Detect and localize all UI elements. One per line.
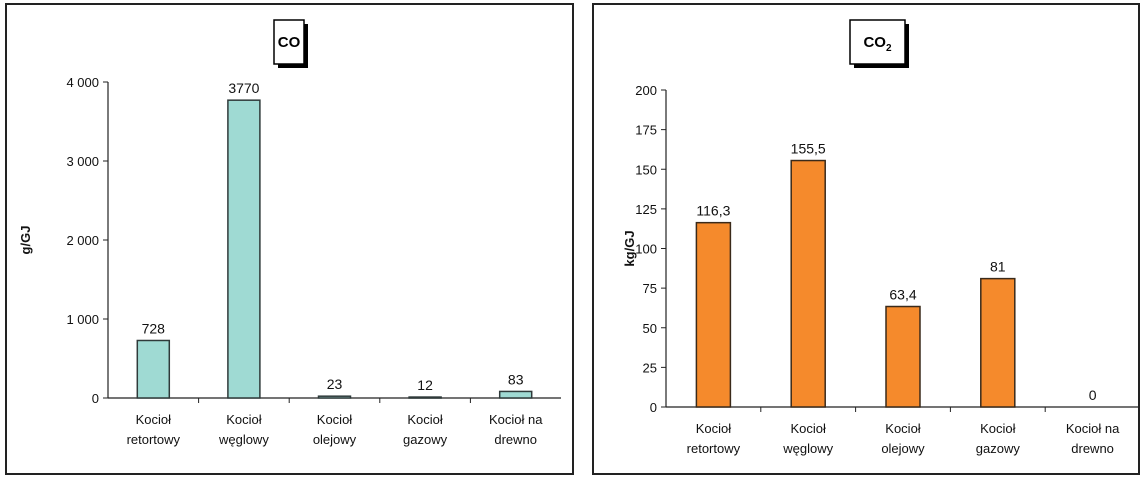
data-label: 81 xyxy=(990,259,1006,275)
y-tick-label: 4 000 xyxy=(66,75,99,90)
bar xyxy=(228,100,260,398)
chart-title: CO xyxy=(278,34,301,51)
y-tick-label: 0 xyxy=(92,391,99,406)
bar xyxy=(696,223,730,407)
category-label: Kocioł xyxy=(407,412,443,427)
bar xyxy=(319,396,351,398)
bar xyxy=(886,307,920,407)
y-tick-label: 0 xyxy=(650,400,657,415)
data-label: 83 xyxy=(508,371,524,387)
y-tick-label: 3 000 xyxy=(66,154,99,169)
chart-1: CO 0 1 000 2 000 3 000 4 000 g/GJ 728 Kocioł reto… xyxy=(6,4,573,474)
chart-2: CO20255075100125150175200kg/GJ116,3Kocio… xyxy=(593,4,1140,474)
y-tick-label: 75 xyxy=(643,281,657,296)
y-tick-label: 25 xyxy=(643,360,657,375)
bar xyxy=(137,340,169,398)
data-label: 728 xyxy=(142,320,166,336)
category-label: Kocioł xyxy=(885,421,921,436)
bar xyxy=(981,279,1015,407)
category-label: retortowy xyxy=(687,441,741,456)
data-label: 0 xyxy=(1089,387,1097,403)
y-tick-label: 175 xyxy=(635,123,657,138)
category-label: Kocioł na xyxy=(1066,421,1120,436)
data-label: 63,4 xyxy=(889,287,916,303)
category-label: olejowy xyxy=(881,441,925,456)
bar xyxy=(791,161,825,407)
data-label: 3770 xyxy=(228,80,259,96)
category-label: drewno xyxy=(494,432,537,447)
y-axis-label: g/GJ xyxy=(18,226,33,255)
y-axis-label: kg/GJ xyxy=(622,230,637,266)
data-label: 155,5 xyxy=(791,141,826,157)
data-label: 23 xyxy=(327,376,343,392)
category-label: Kocioł na xyxy=(489,412,543,427)
category-label: Kocioł xyxy=(226,412,262,427)
y-tick-label: 100 xyxy=(635,242,657,257)
y-tick-label: 1 000 xyxy=(66,312,99,327)
category-label: gazowy xyxy=(976,441,1021,456)
y-tick-label: 125 xyxy=(635,202,657,217)
y-tick-label: 2 000 xyxy=(66,233,99,248)
y-tick-label: 200 xyxy=(635,83,657,98)
category-label: gazowy xyxy=(403,432,448,447)
category-label: drewno xyxy=(1071,441,1114,456)
category-label: Kocioł xyxy=(317,412,353,427)
chart-title-subscript: 2 xyxy=(886,43,892,54)
category-label: węglowy xyxy=(218,432,269,447)
data-label: 12 xyxy=(417,377,433,393)
category-label: węglowy xyxy=(782,441,833,456)
category-label: Kocioł xyxy=(980,421,1016,436)
data-label: 116,3 xyxy=(696,203,730,219)
category-label: retortowy xyxy=(127,432,181,447)
bar xyxy=(409,397,441,398)
category-label: olejowy xyxy=(313,432,357,447)
bar xyxy=(500,391,532,398)
y-tick-label: 150 xyxy=(635,162,657,177)
category-label: Kocioł xyxy=(696,421,732,436)
y-tick-label: 50 xyxy=(643,321,657,336)
category-label: Kocioł xyxy=(136,412,172,427)
chart-frame xyxy=(593,4,1139,474)
category-label: Kocioł xyxy=(790,421,826,436)
